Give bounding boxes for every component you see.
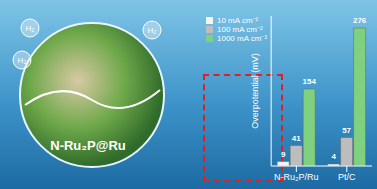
svg-text:41: 41 [292,134,301,143]
svg-text:N-Ru₂P/Ru: N-Ru₂P/Ru [274,172,319,182]
svg-text:H₂: H₂ [148,26,157,35]
svg-text:H₂: H₂ [18,56,27,65]
svg-text:Overpotential (mV): Overpotential (mV) [250,53,260,129]
svg-text:N-Ru₂P@Ru: N-Ru₂P@Ru [50,138,126,153]
svg-text:57: 57 [342,126,351,135]
svg-text:H₂: H₂ [26,24,35,33]
html-text:100 mA cm⁻²: 100 mA cm⁻² [217,25,263,34]
html-text:10 mA cm⁻²: 10 mA cm⁻² [217,16,259,25]
svg-text:276: 276 [353,16,367,25]
html-text:1000 mA cm⁻²: 1000 mA cm⁻² [217,34,268,43]
svg-text:154: 154 [303,77,317,86]
svg-text:4: 4 [331,152,336,161]
svg-text:Pt/C: Pt/C [338,172,356,182]
svg-text:9: 9 [281,150,286,159]
